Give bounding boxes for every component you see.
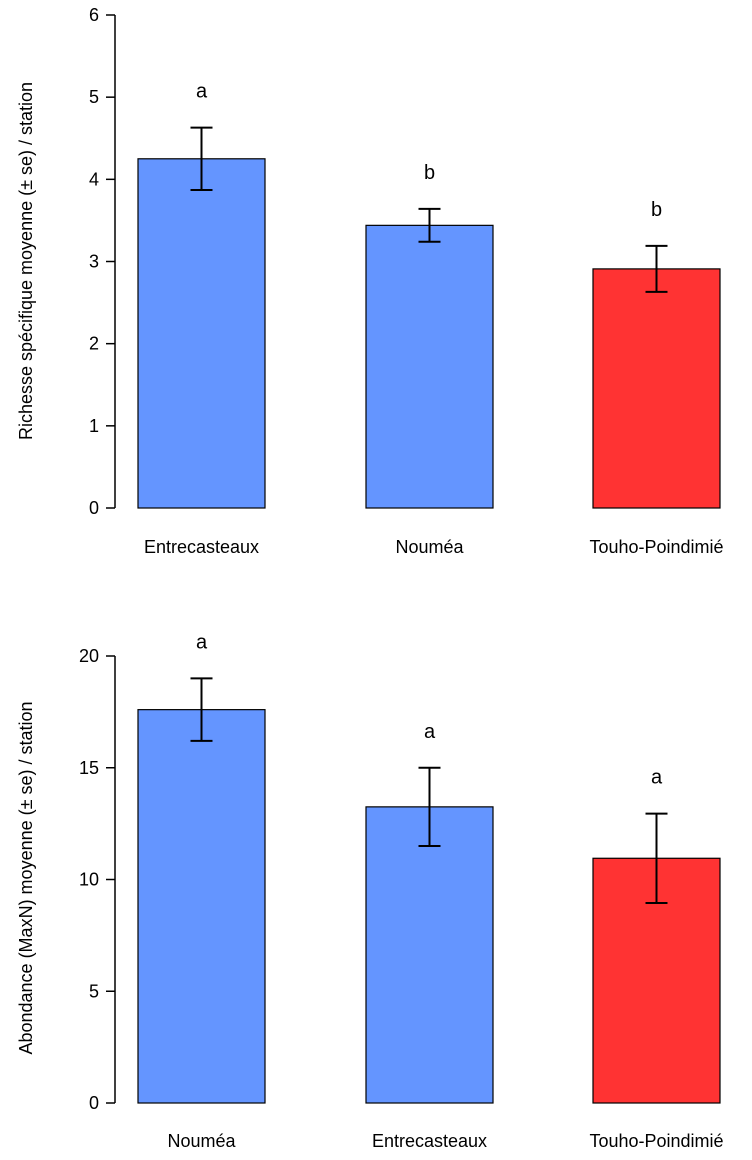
y-tick-label: 5 <box>89 87 99 107</box>
category-label: Nouméa <box>167 1131 236 1151</box>
y-tick-label: 3 <box>89 252 99 272</box>
significance-label: a <box>424 721 436 743</box>
category-label: Entrecasteaux <box>372 1131 487 1151</box>
category-label: Touho-Poindimié <box>589 537 723 557</box>
category-label: Touho-Poindimié <box>589 1131 723 1151</box>
y-tick-label: 5 <box>89 981 99 1001</box>
bar <box>592 268 721 509</box>
y-axis-label: Richesse spécifique moyenne (± se) / sta… <box>16 82 36 440</box>
richness-chart-panel: Richesse spécifique moyenne (± se) / sta… <box>16 5 724 557</box>
y-tick-label: 0 <box>89 1093 99 1113</box>
significance-label: b <box>651 199 662 221</box>
y-tick-label: 1 <box>89 416 99 436</box>
significance-label: a <box>196 81 208 103</box>
y-tick-label: 4 <box>89 169 99 189</box>
y-tick-label: 2 <box>89 334 99 354</box>
significance-label: a <box>651 767 663 789</box>
y-axis-label: Abondance (MaxN) moyenne (± se) / statio… <box>16 701 36 1054</box>
significance-label: b <box>424 162 435 184</box>
bar <box>365 224 494 509</box>
y-tick-label: 15 <box>79 758 99 778</box>
abundance-chart-panel: Abondance (MaxN) moyenne (± se) / statio… <box>16 631 724 1151</box>
y-tick-label: 6 <box>89 5 99 25</box>
bar <box>137 158 266 509</box>
category-label: Nouméa <box>395 537 464 557</box>
bar <box>365 806 494 1104</box>
y-tick-label: 10 <box>79 870 99 890</box>
significance-label: a <box>196 631 208 653</box>
y-tick-label: 0 <box>89 498 99 518</box>
bar <box>137 709 266 1104</box>
category-label: Entrecasteaux <box>144 537 259 557</box>
y-tick-label: 20 <box>79 646 99 666</box>
